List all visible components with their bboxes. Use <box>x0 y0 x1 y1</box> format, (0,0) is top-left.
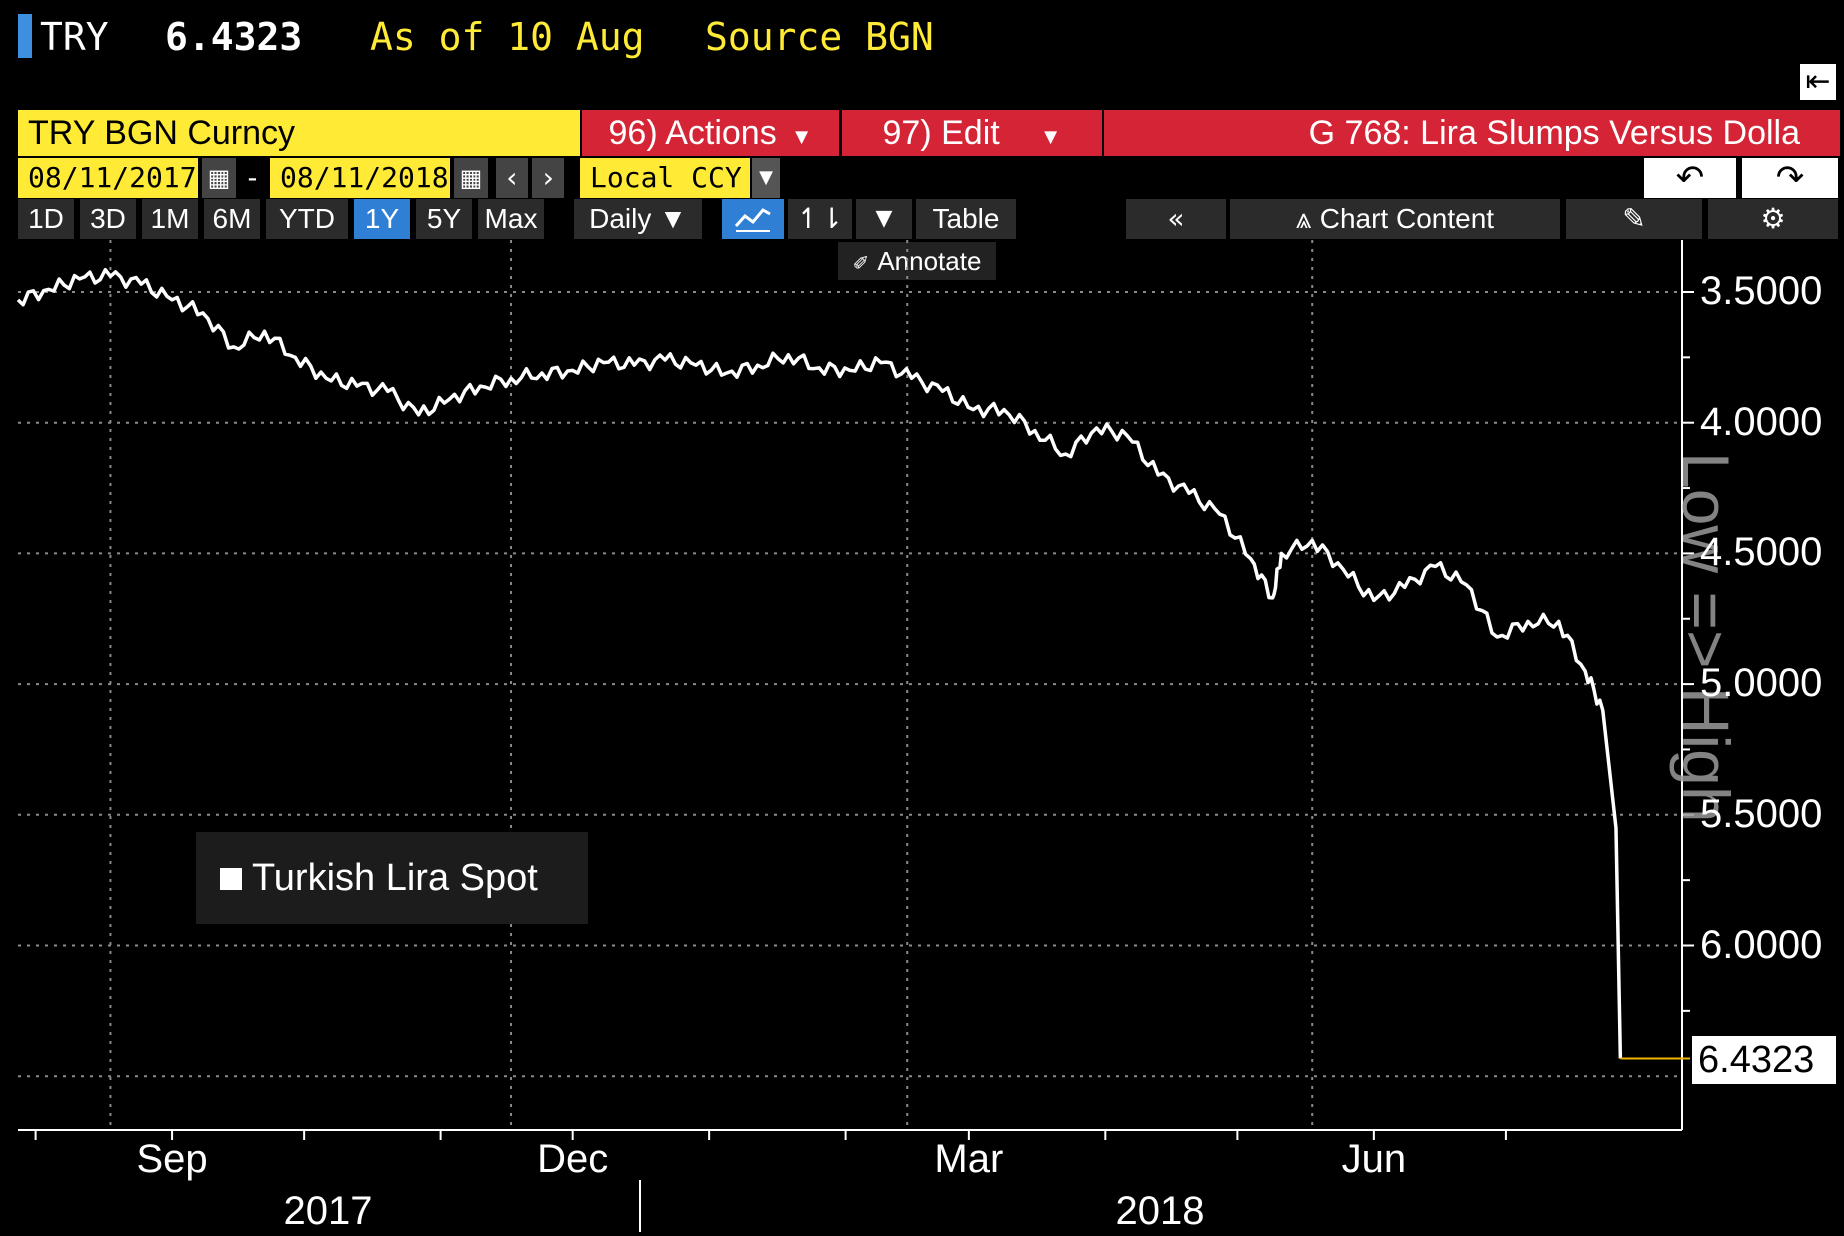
start-date-input[interactable]: 08/11/2017 <box>18 158 198 198</box>
calendar-icon[interactable]: ▦ <box>202 158 236 198</box>
period-button-6m[interactable]: 6M <box>204 199 260 239</box>
period-button-ytd[interactable]: YTD <box>266 199 348 239</box>
redo-button[interactable]: ↷ <box>1742 158 1838 198</box>
table-button[interactable]: Table <box>916 199 1016 239</box>
actions-menu[interactable]: 96) Actions ▼ <box>582 110 839 156</box>
ticker-symbol: TRY <box>40 15 109 59</box>
data-source: Source BGN <box>705 15 934 59</box>
y-tick-label: 4.5000 <box>1700 530 1823 575</box>
legend-swatch <box>220 868 242 890</box>
legend-entry: Turkish Lira Spot <box>252 857 538 899</box>
date-separator: - <box>244 161 261 194</box>
chevron-down-icon: ▼ <box>1039 124 1062 149</box>
as-of-date: As of 10 Aug <box>370 15 645 59</box>
x-month-label: Sep <box>136 1137 208 1181</box>
x-year-label: 2017 <box>283 1189 373 1233</box>
collapse-icon[interactable]: « <box>1126 199 1226 239</box>
edit-label: 97) Edit <box>882 114 1000 152</box>
period-button-3d[interactable]: 3D <box>80 199 136 239</box>
x-month-label: Mar <box>934 1137 1004 1181</box>
x-year-label: 2018 <box>1115 1189 1205 1233</box>
annotate-button[interactable]: ✐ Annotate <box>838 242 996 280</box>
end-date-input[interactable]: 08/11/2018 <box>270 158 450 198</box>
chart-legend: Turkish Lira Spot <box>196 832 588 924</box>
last-price: 6.4323 <box>165 15 303 59</box>
period-button-1y[interactable]: 1Y <box>354 199 410 239</box>
ticker-marker <box>18 14 32 58</box>
currency-select[interactable]: Local CCY <box>580 158 750 198</box>
y-tick-label: 4.0000 <box>1700 399 1823 444</box>
previous-period-button[interactable]: ‹ <box>496 158 528 198</box>
chart-content-icon: ⩓ <box>1295 202 1312 235</box>
period-button-1m[interactable]: 1M <box>142 199 198 239</box>
undo-button[interactable]: ↶ <box>1644 158 1736 198</box>
period-button-1d[interactable]: 1D <box>18 199 74 239</box>
chart-content-label: Chart Content <box>1319 203 1495 234</box>
x-month-label: Dec <box>537 1137 609 1181</box>
edit-chart-icon[interactable]: ✎ <box>1566 199 1702 239</box>
chart-content-button[interactable]: ⩓ Chart Content <box>1230 199 1560 239</box>
next-period-button[interactable]: › <box>532 158 564 198</box>
gear-icon[interactable]: ⚙ <box>1708 199 1838 239</box>
y-tick-label: 6.0000 <box>1700 922 1823 967</box>
actions-label: 96) Actions <box>608 114 777 152</box>
chart-title-field[interactable]: G 768: Lira Slumps Versus Dolla <box>1104 110 1840 156</box>
pencil-icon: ✐ <box>852 251 870 275</box>
period-button-5y[interactable]: 5Y <box>416 199 472 239</box>
y-tick-label: 5.5000 <box>1700 791 1823 836</box>
chevron-down-icon[interactable]: ▼ <box>752 158 780 198</box>
calendar-icon[interactable]: ▦ <box>454 158 488 198</box>
edit-menu[interactable]: 97) Edit ▼ <box>842 110 1102 156</box>
y-tick-label: 5.0000 <box>1700 661 1823 706</box>
series-line <box>16 268 1623 1059</box>
chevron-down-icon[interactable]: ▼ <box>856 199 912 239</box>
period-button-max[interactable]: Max <box>478 199 544 239</box>
y-tick-label: 3.5000 <box>1700 269 1823 313</box>
x-month-label: Jun <box>1341 1137 1407 1181</box>
security-field[interactable]: TRY BGN Curncy <box>18 110 580 156</box>
annotate-label: Annotate <box>877 246 982 276</box>
bar-type-icon[interactable]: ↿⇂ <box>788 199 852 239</box>
frequency-select[interactable]: Daily ▼ <box>574 199 702 239</box>
last-value-tag: 6.4323 <box>1692 1036 1836 1084</box>
chevron-down-icon: ▼ <box>790 124 813 149</box>
line-chart-icon[interactable] <box>722 199 784 239</box>
popout-icon[interactable]: ⇤ <box>1800 64 1836 100</box>
